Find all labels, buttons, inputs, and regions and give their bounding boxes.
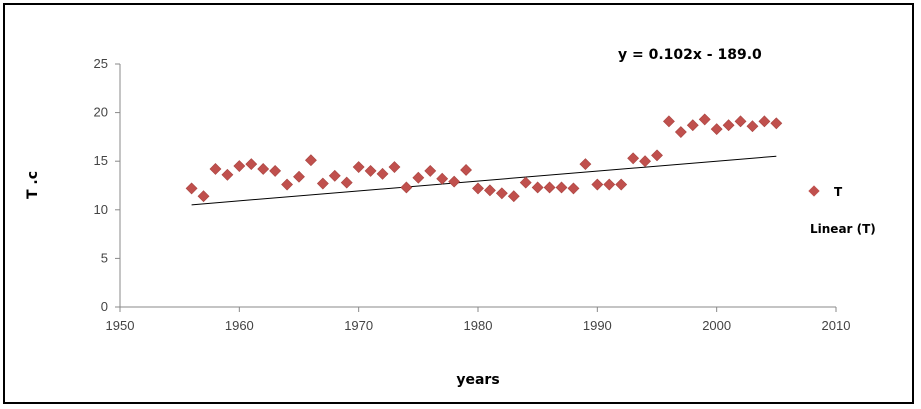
data-point (424, 164, 437, 177)
data-point (627, 152, 640, 165)
y-axis-title: T .c (25, 171, 41, 199)
x-tick-label: 1980 (464, 318, 493, 333)
data-point (376, 167, 389, 180)
legend-label-linear: Linear (T) (810, 222, 876, 236)
data-point (674, 126, 687, 138)
data-point (663, 115, 675, 128)
data-point (555, 181, 568, 194)
y-tick-label: 0 (101, 299, 108, 314)
data-point (257, 163, 270, 175)
x-tick-label: 1990 (583, 318, 612, 333)
data-point (197, 190, 210, 203)
data-point (591, 178, 604, 191)
x-tick-label: 1970 (344, 318, 373, 333)
legend-label-t: T (834, 185, 843, 199)
data-point (615, 178, 628, 191)
trendline-equation: y = 0.102x - 189.0 (618, 47, 762, 63)
data-point (185, 182, 198, 195)
y-tick-label: 15 (94, 153, 108, 168)
data-point (245, 158, 258, 171)
x-tick-label: 1950 (106, 318, 135, 333)
trendline (191, 155, 777, 206)
tick-marks (115, 63, 837, 312)
y-tick-label: 5 (101, 250, 108, 265)
data-point (519, 176, 532, 189)
data-point (340, 176, 353, 189)
data-point (543, 181, 556, 194)
data-point (758, 115, 771, 128)
trendline-group (191, 155, 777, 206)
y-tick-label: 10 (94, 202, 108, 217)
legend: T Linear (T) (808, 185, 876, 236)
y-tick-labels: 0 5 10 15 20 25 (94, 56, 108, 314)
legend-marker-t (808, 185, 820, 197)
data-point (316, 177, 329, 190)
data-point (770, 117, 783, 130)
y-tick-label: 20 (94, 105, 108, 120)
data-point (448, 175, 461, 188)
x-tick-label: 1960 (225, 318, 254, 333)
data-point (686, 119, 699, 132)
data-point (400, 181, 413, 194)
data-point (507, 190, 520, 203)
data-point (579, 158, 592, 171)
data-point (460, 164, 472, 176)
data-point (531, 181, 544, 194)
data-point (328, 169, 341, 182)
data-point (746, 120, 759, 133)
data-point (436, 172, 449, 185)
data-point (639, 155, 651, 168)
data-point (651, 149, 663, 162)
data-point (209, 163, 222, 175)
data-point (352, 161, 365, 173)
data-point (734, 115, 747, 128)
data-point (221, 168, 234, 181)
data-point (293, 170, 305, 183)
x-tick-label: 2010 (822, 318, 851, 333)
data-points (185, 113, 783, 203)
data-point (233, 160, 246, 172)
data-point (472, 182, 484, 195)
data-point (269, 164, 282, 177)
data-point (567, 182, 580, 195)
x-tick-label: 2000 (702, 318, 731, 333)
chart-frame: 0 5 10 15 20 25 1950 1960 1970 1980 1990 2000 2010 … (3, 3, 914, 404)
data-point (281, 178, 293, 191)
data-point (364, 164, 377, 177)
data-point (412, 171, 425, 184)
data-point (698, 113, 711, 126)
data-point (722, 119, 735, 132)
data-point (305, 154, 317, 167)
y-tick-label: 25 (94, 56, 108, 71)
data-point (603, 178, 616, 191)
data-point (388, 161, 401, 173)
data-point (484, 184, 496, 197)
x-axis-title: years (456, 372, 499, 388)
data-point (495, 187, 508, 200)
data-point (710, 123, 723, 136)
x-tick-labels: 1950 1960 1970 1980 1990 2000 2010 (106, 318, 851, 333)
